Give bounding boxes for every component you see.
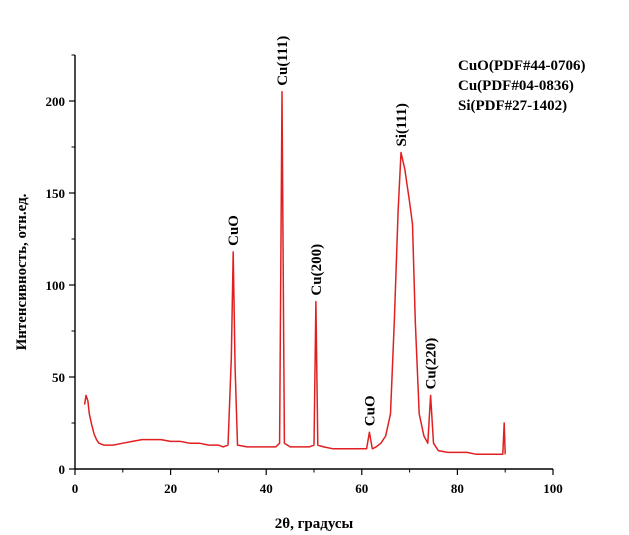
xrd-pattern-line (83, 91, 506, 456)
peak-label: Cu(220) (424, 338, 440, 390)
legend-entry: Cu(PDF#04-0836) (458, 78, 574, 94)
x-tick-label: 0 (72, 481, 79, 496)
legend-entry: Si(PDF#27-1402) (458, 98, 567, 114)
ticks: 0 20 40 60 80 100 0 50 100 150 200 (46, 54, 563, 496)
peak-annotations: CuO Cu(111) Cu(200) CuO Si(111) Cu(220) (226, 36, 439, 426)
y-axis-title: Интенсивность, отн.ед. (14, 193, 30, 350)
x-tick-label: 40 (260, 481, 273, 496)
peak-label: Cu(200) (309, 244, 325, 296)
peak-label: CuO (362, 395, 378, 426)
x-tick-label: 20 (164, 481, 177, 496)
x-tick-label: 80 (451, 481, 464, 496)
y-tick-label: 50 (52, 370, 65, 385)
y-tick-label: 200 (46, 94, 66, 109)
peak-label: CuO (226, 215, 242, 246)
legend: CuO(PDF#44-0706) Cu(PDF#04-0836) Si(PDF#27… (458, 58, 586, 114)
x-tick-label: 100 (543, 481, 563, 496)
y-tick-label: 0 (59, 462, 66, 477)
legend-entry: CuO(PDF#44-0706) (458, 58, 586, 74)
y-tick-label: 150 (46, 186, 66, 201)
peak-label: Si(111) (394, 103, 410, 146)
series (83, 91, 506, 456)
peak-label: Cu(111) (275, 36, 291, 86)
x-axis-title: 2θ, градусы (275, 516, 354, 532)
y-tick-label: 100 (46, 278, 66, 293)
x-tick-label: 60 (355, 481, 368, 496)
